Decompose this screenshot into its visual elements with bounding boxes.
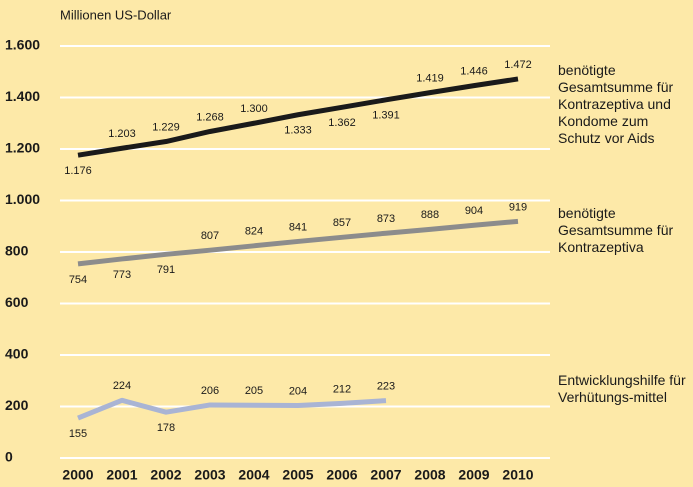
data-label: 841 [289,221,307,233]
y-tick-label: 0 [5,449,13,465]
y-tick-label: 1.200 [5,140,40,156]
x-tick-label: 2009 [458,467,489,483]
series-line [77,397,387,421]
data-label: 1.268 [196,111,224,123]
data-label: 206 [201,385,219,397]
data-label: 904 [465,205,483,217]
y-tick-label: 1.600 [5,37,40,53]
data-label: 754 [69,274,87,286]
series-line [77,76,519,158]
legend-entry: Entwicklungshilfe für Verhütungs-mittel [558,372,686,405]
y-tick-label: 800 [5,243,29,259]
data-label: 773 [113,269,131,281]
x-tick-label: 2010 [502,467,533,483]
data-label: 155 [69,428,87,440]
data-label: 888 [421,209,439,221]
legend-entry: benötigte Gesamtsumme für Kontrazeptiva … [558,62,674,146]
y-tick-label: 1.000 [5,191,40,207]
x-tick-label: 2005 [282,467,313,483]
data-label: 1.300 [240,103,268,115]
data-label: 1.176 [64,165,92,177]
legend-entry: benötigte Gesamtsumme für Kontrazeptiva [558,205,674,255]
data-label: 224 [113,380,131,392]
x-tick-label: 2007 [370,467,401,483]
data-label: 1.419 [416,73,444,85]
data-label: 791 [157,264,175,276]
x-tick-label: 2001 [106,467,137,483]
x-tick-label: 2003 [194,467,225,483]
data-label: 919 [509,201,527,213]
data-label: 857 [333,217,351,229]
y-axis-label: Millionen US-Dollar [60,7,172,22]
x-tick-label: 2008 [414,467,445,483]
x-tick-label: 2004 [238,467,269,483]
data-label: 178 [157,422,175,434]
data-label: 1.391 [372,110,400,122]
x-tick-label: 2000 [62,467,93,483]
y-tick-label: 200 [5,397,29,413]
y-tick-label: 1.400 [5,88,40,104]
data-label: 1.362 [328,117,356,129]
x-tick-label: 2002 [150,467,181,483]
data-label: 1.203 [108,128,136,140]
data-label: 205 [245,385,263,397]
data-label: 1.446 [460,66,488,78]
data-label: 807 [201,230,219,242]
data-label: 1.229 [152,121,180,133]
data-label: 873 [377,213,395,225]
data-label: 212 [333,383,351,395]
data-label: 204 [289,385,307,397]
y-tick-label: 600 [5,294,29,310]
data-label: 1.472 [504,59,532,71]
data-label: 1.333 [284,125,312,137]
data-label: 223 [377,380,395,392]
data-label: 824 [245,226,263,238]
x-tick-label: 2006 [326,467,357,483]
series-line [77,218,519,267]
y-tick-label: 400 [5,346,29,362]
